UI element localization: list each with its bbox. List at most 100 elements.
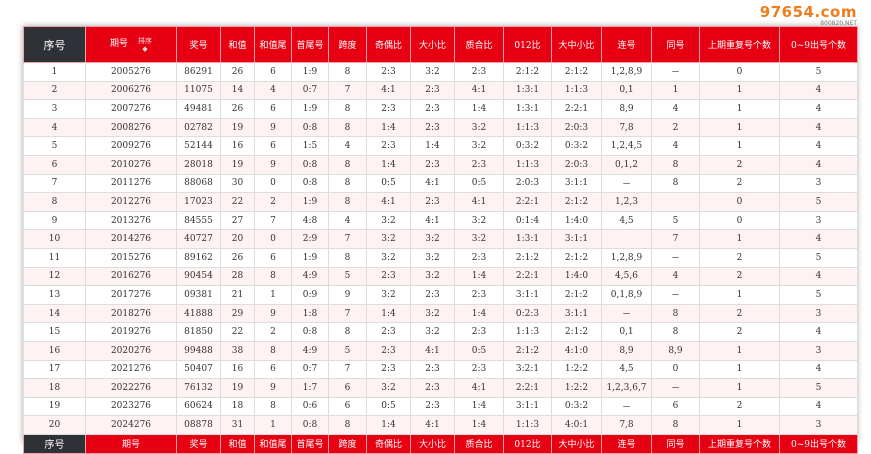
table-cell: 0:8	[291, 154, 329, 175]
table-cell: 1:3:1	[503, 80, 552, 101]
table-cell: 15	[23, 322, 86, 342]
footer-header-8: 大小比	[410, 433, 455, 454]
table-cell: 89162	[176, 247, 221, 268]
table-cell: 0:8	[291, 117, 329, 138]
table-cell: 2:1:2	[551, 62, 602, 82]
header-row: 序号 期号 排序 ◆ 奖号 和值 和值尾 首尾号 跨度 奇偶比 大小比 质合比 012比 大中小比 连号 同号…	[23, 26, 858, 63]
table-cell: 4:1	[366, 192, 411, 212]
table-cell: 12	[23, 266, 86, 287]
table-row: 20 2024276 08878 31 1 0:8 8 1:4 4:1 1:4 1:1:3 4:0:1…	[23, 415, 858, 435]
table-cell: 3:2	[454, 117, 504, 138]
table-cell: 4	[779, 154, 858, 175]
table-cell: 1	[699, 340, 780, 361]
table-cell: 7	[328, 229, 367, 249]
column-header-11: 大中小比	[551, 26, 602, 63]
table-cell: 0:5	[454, 173, 504, 194]
table-cell: 1,2,8,9	[601, 247, 652, 268]
table-cell: 1:3:1	[503, 229, 552, 249]
table-cell: 2014276	[85, 229, 177, 249]
table-cell: 1:1:3	[503, 322, 552, 342]
table-cell: 0:7	[291, 80, 329, 101]
table-cell: 8	[328, 173, 367, 194]
column-header-12: 连号	[601, 26, 652, 63]
table-cell	[651, 192, 700, 212]
table-cell: 2:3	[366, 62, 411, 82]
table-cell: 9	[23, 210, 86, 231]
table-cell: 4	[779, 322, 858, 342]
table-row: 9 2013276 84555 27 7 4:8 4 3:2 4:1 3:2 0:1:4 1:4:0 4…	[23, 210, 858, 231]
table-cell: 4,5,6	[601, 266, 652, 287]
table-cell: 2008276	[85, 117, 177, 138]
table-cell: 2009276	[85, 136, 177, 156]
table-cell: 6	[254, 62, 292, 82]
table-cell: 1:4	[454, 303, 504, 324]
table-cell: 2:3	[410, 154, 455, 175]
table-cell: 18	[220, 396, 255, 417]
table-cell: 0:1:4	[503, 210, 552, 231]
table-cell: 7	[328, 303, 367, 324]
table-cell: 1:1:3	[503, 154, 552, 175]
table-cell: 9	[254, 378, 292, 398]
table-cell: 8	[328, 322, 367, 342]
table-cell: 1	[699, 285, 780, 305]
table-cell: 8	[254, 340, 292, 361]
table-cell: 4,5	[601, 359, 652, 380]
table-cell: 8	[328, 415, 367, 435]
table-cell: 19	[220, 378, 255, 398]
footer-header-11: 大中小比	[551, 433, 602, 454]
table-cell: 2:3	[366, 359, 411, 380]
column-header-10: 012比	[503, 26, 552, 63]
table-row: 7 2011276 88068 30 0 0:8 8 0:5 4:1 0:5 2:0:3 3:1:1 －…	[23, 173, 858, 194]
table-cell: 3:2	[454, 136, 504, 156]
table-cell: 8,9	[601, 99, 652, 119]
table-cell: 0	[254, 229, 292, 249]
table-cell: 4:1:0	[551, 340, 602, 361]
table-cell: 2016276	[85, 266, 177, 287]
table-cell: 3:2	[410, 266, 455, 287]
table-cell: 5	[779, 192, 858, 212]
table-cell: 5	[779, 62, 858, 82]
table-cell: 6	[23, 154, 86, 175]
table-cell: 4	[328, 136, 367, 156]
table-cell: 2	[23, 80, 86, 101]
table-cell: 38	[220, 340, 255, 361]
table-cell: 28018	[176, 154, 221, 175]
table-cell: 3:1:1	[551, 173, 602, 194]
table-cell: 3	[779, 210, 858, 231]
table-cell: 2	[254, 322, 292, 342]
table-cell: 0:9	[291, 285, 329, 305]
column-header-3: 和值	[220, 26, 255, 63]
column-header-13: 同号	[651, 26, 700, 63]
table-cell: 0:3:2	[503, 136, 552, 156]
table-row: 17 2021276 50407 16 6 0:7 7 2:3 2:3 2:3 3:2:1 1:2:2…	[23, 359, 858, 380]
table-cell: 4	[651, 266, 700, 287]
sort-button[interactable]: 排序 ◆	[138, 37, 152, 53]
qihao-header-label: 期号	[110, 39, 129, 49]
table-cell: 0,1	[601, 322, 652, 342]
table-cell: 17	[23, 359, 86, 380]
table-cell: 2	[699, 303, 780, 324]
table-cell: 2	[699, 173, 780, 194]
table-cell: 5	[328, 266, 367, 287]
table-cell: 4:1	[410, 210, 455, 231]
table-cell: 29	[220, 303, 255, 324]
table-row: 8 2012276 17023 22 2 1:9 8 4:1 2:3 4:1 2:2:1 2:1:2 1…	[23, 192, 858, 212]
table-cell: 5	[779, 247, 858, 268]
table-cell: 9	[254, 154, 292, 175]
table-cell: －	[601, 396, 652, 417]
table-cell: 2018276	[85, 303, 177, 324]
table-cell: 19	[23, 396, 86, 417]
table-cell: 1,2,3,6,7	[601, 378, 652, 398]
table-cell: 2007276	[85, 99, 177, 119]
table-cell: 4	[779, 266, 858, 287]
footer-header-13: 同号	[651, 433, 700, 454]
table-cell: 99488	[176, 340, 221, 361]
table-cell: 8	[328, 117, 367, 138]
table-cell: 3:2	[366, 285, 411, 305]
table-cell: 1,2,4,5	[601, 136, 652, 156]
table-cell: 7	[328, 359, 367, 380]
table-cell: 86291	[176, 62, 221, 82]
table-cell: 3:2	[366, 378, 411, 398]
table-cell: －	[651, 247, 700, 268]
watermark-site: 97654.com	[759, 3, 857, 21]
